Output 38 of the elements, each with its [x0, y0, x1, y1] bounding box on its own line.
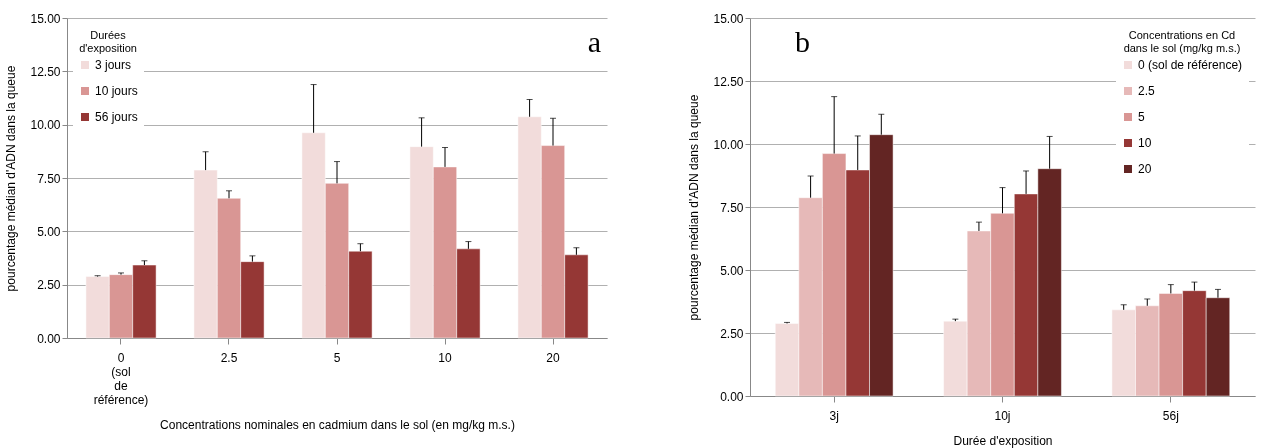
legend-label: 2.5	[1138, 84, 1156, 98]
y-tick-label: 10.00	[30, 118, 61, 133]
legend-label: 20	[1138, 162, 1152, 176]
y-tick-label: 10.00	[713, 137, 744, 152]
y-tick-label: 12.50	[713, 74, 744, 89]
legend-title: Durées d'exposition	[79, 29, 137, 54]
x-tick-label: 10j	[994, 408, 1011, 423]
x-tick-label: 3j	[829, 408, 839, 423]
y-tick-label: 0.00	[37, 331, 61, 346]
y-tick-label: 5.00	[37, 224, 61, 239]
legend-label: 10	[1138, 136, 1152, 150]
annotation: b	[795, 25, 810, 58]
x-tick-label: 56j	[1162, 408, 1179, 423]
legend-label: 5	[1138, 110, 1145, 124]
legend-label: 3 jours	[95, 58, 132, 72]
annotation: a	[587, 25, 601, 58]
x-tick-label: 2.5	[220, 350, 238, 365]
legend-label: 56 jours	[95, 110, 138, 124]
x-tick-label: 10	[438, 350, 452, 365]
legend-label: 0 (sol de référence)	[1138, 58, 1243, 72]
y-tick-label: 0.00	[720, 389, 744, 404]
y-tick-label: 2.50	[720, 326, 744, 341]
legend-title: Concentrations en Cd dans le sol (mg/kg m.s.)	[1123, 29, 1241, 54]
y-tick-label: 15.00	[713, 11, 744, 26]
y-tick-label: 12.50	[30, 64, 61, 79]
x-axis-title: Concentrations nominales en cadmium dans le sol (en mg/kg m.s.)	[160, 417, 515, 432]
y-tick-label: 2.50	[37, 278, 61, 293]
y-axis-title: pourcentage médian d'ADN dans la queue	[4, 65, 19, 292]
x-tick-label: 0 (sol de référence)	[93, 350, 149, 407]
y-axis-title: pourcentage médian d'ADN dans la queue	[687, 94, 702, 321]
x-tick-label: 20	[546, 350, 560, 365]
x-tick-label: 5	[333, 350, 341, 365]
y-tick-label: 5.00	[720, 263, 744, 278]
y-tick-label: 7.50	[720, 200, 744, 215]
x-axis-title: Durée d'exposition	[953, 433, 1053, 448]
y-tick-label: 15.00	[30, 11, 61, 26]
legend-label: 10 jours	[95, 84, 138, 98]
y-tick-label: 7.50	[37, 171, 61, 186]
